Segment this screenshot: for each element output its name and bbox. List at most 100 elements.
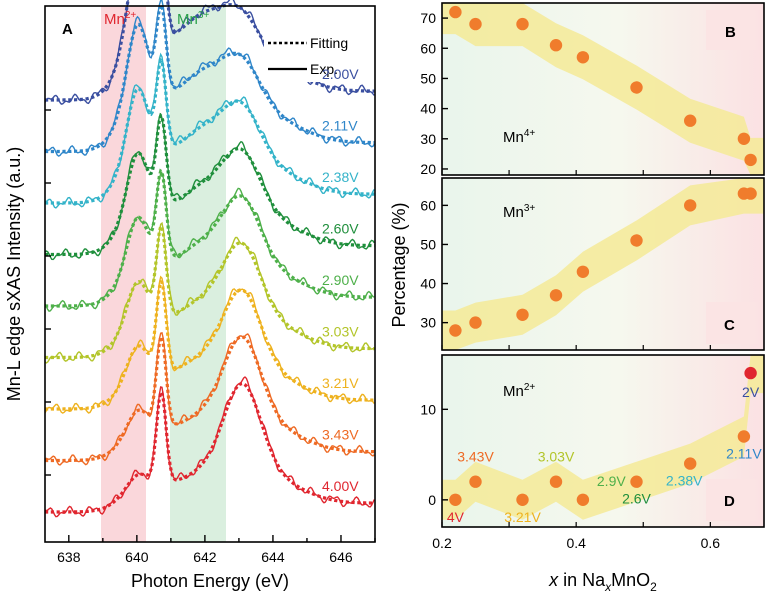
spectrum-2.38V (44, 52, 375, 209)
point-label: 2V (742, 384, 760, 400)
panel-d-frame (441, 354, 765, 528)
spectrum-fit-line (45, 112, 375, 257)
voltage-label: 3.03V (322, 324, 359, 340)
panel-c: 30 40 50 60 C Mn3+ (420, 177, 765, 351)
spectrum-exp-line (44, 275, 375, 414)
spectrum-exp-line (44, 0, 375, 105)
data-point (630, 81, 643, 94)
spectrum-2.00V (44, 0, 375, 105)
spectrum-exp-line (44, 221, 375, 364)
data-point (576, 493, 590, 506)
ytick-label: 60 (420, 197, 436, 213)
spectrum-3.43V (44, 332, 375, 466)
data-point (737, 430, 751, 443)
mn4-main: Mn (503, 129, 524, 146)
panel-a-voltage-labels: 2.00V 2.11V 2.38V 2.60V 2.90V 3.03V 3.21V 3.43V… (322, 66, 359, 494)
ytick-label: 40 (420, 276, 436, 292)
xlabel-sub-2: 2 (650, 580, 657, 594)
panel-b-frame (441, 2, 765, 176)
mn3-sup: 3+ (198, 10, 210, 21)
data-point (516, 308, 529, 321)
data-point (630, 475, 643, 488)
data-point (684, 457, 697, 470)
spectrum-3.03V (44, 221, 375, 364)
data-point (469, 475, 482, 488)
data-point (744, 187, 757, 200)
panel-a-curves (44, 0, 375, 518)
data-point (449, 493, 462, 506)
data-point (576, 265, 590, 278)
panel-b-label: B (725, 24, 736, 41)
ytick-label: 0 (428, 492, 436, 508)
xlabel-x: x (548, 570, 559, 590)
spectrum-exp-line (44, 52, 375, 209)
panel-b-annotation: Mn4+ (503, 128, 535, 146)
data-point (469, 316, 482, 329)
mn2-main: Mn (104, 11, 125, 28)
data-point (737, 132, 751, 145)
point-label: 4V (447, 509, 465, 525)
panel-d-points (449, 366, 757, 506)
data-point (684, 199, 697, 212)
ytick-label: 20 (420, 161, 436, 177)
data-point (449, 324, 462, 337)
panel-a-x-axis-label: Photon Energy (eV) (131, 571, 289, 591)
voltage-label: 3.43V (322, 427, 359, 443)
panel-d-label-box (706, 479, 758, 521)
xtick-label: 0.2 (432, 535, 452, 551)
panel-a-xtick-label: 638 (57, 549, 81, 565)
xlabel-mno: MnO (611, 570, 650, 590)
panel-b: 20 30 40 50 60 70 B Mn4+ (420, 2, 765, 177)
ytick-label: 30 (420, 131, 436, 147)
mn3c-main: Mn (503, 204, 524, 221)
ytick-label: 10 (420, 401, 436, 417)
panel-a: 638 640 642 644 646 A Mn2+ Mn3+ Fitting Exp.… (4, 0, 376, 591)
panel-a-frame (44, 5, 376, 543)
panel-a-xticks: 638 640 642 644 646 (57, 535, 376, 565)
panel-a-legend-box (264, 30, 368, 82)
panel-c-yticks: 30 40 50 60 (420, 197, 711, 350)
panel-b-label-box (706, 10, 758, 50)
ytick-label: 30 (420, 315, 436, 331)
panel-d-annotation: Mn2+ (503, 382, 535, 400)
data-point (549, 289, 563, 302)
panel-a-xtick-label: 640 (125, 549, 149, 565)
panel-a-band-label-mn3: Mn3+ (177, 10, 209, 28)
voltage-label: 3.21V (322, 375, 359, 391)
data-point (449, 5, 462, 19)
panel-a-xtick-label: 646 (329, 549, 353, 565)
panel-a-yticks (45, 109, 51, 476)
voltage-label: 2.60V (322, 221, 359, 237)
legend-exp-label: Exp. (310, 61, 338, 77)
spectrum-fit-line (45, 335, 375, 463)
panel-d-label: D (724, 493, 735, 510)
ytick-label: 50 (420, 236, 436, 252)
data-point (744, 366, 757, 380)
panel-a-label: A (62, 21, 73, 38)
voltage-label: 2.90V (322, 272, 359, 288)
ytick-label: 70 (420, 10, 436, 26)
point-label: 3.03V (538, 449, 575, 465)
panel-d: 4V 3.43V 3.21V 3.03V 2.9V 2.6V 2.38V 2.11V 2V 0 1… (420, 354, 765, 551)
panel-a-label-box (50, 12, 90, 44)
spectrum-4.00V (44, 376, 375, 518)
panel-a-band-mn3 (170, 6, 226, 542)
panel-a-xtick-label: 642 (193, 549, 217, 565)
spectrum-exp-line (44, 172, 375, 313)
spectrum-fit-line (45, 279, 375, 411)
mn2-sup: 2+ (125, 10, 137, 21)
spectrum-exp-line (44, 332, 375, 466)
panel-c-label-box (706, 302, 758, 344)
point-label: 2.11V (726, 446, 762, 462)
ytick-label: 60 (420, 40, 436, 56)
panel-b-trend-band (442, 3, 764, 175)
data-point (630, 234, 643, 247)
xlabel-sub-x: x (604, 580, 612, 594)
spectrum-fit-line (45, 223, 375, 360)
panel-b-yticks: 20 30 40 50 60 70 (420, 10, 711, 177)
data-point (744, 153, 757, 167)
right-x-axis-label: x in NaxMnO2 (548, 570, 657, 594)
mn4-sup: 4+ (524, 128, 536, 139)
spectrum-fit-line (45, 1, 375, 154)
